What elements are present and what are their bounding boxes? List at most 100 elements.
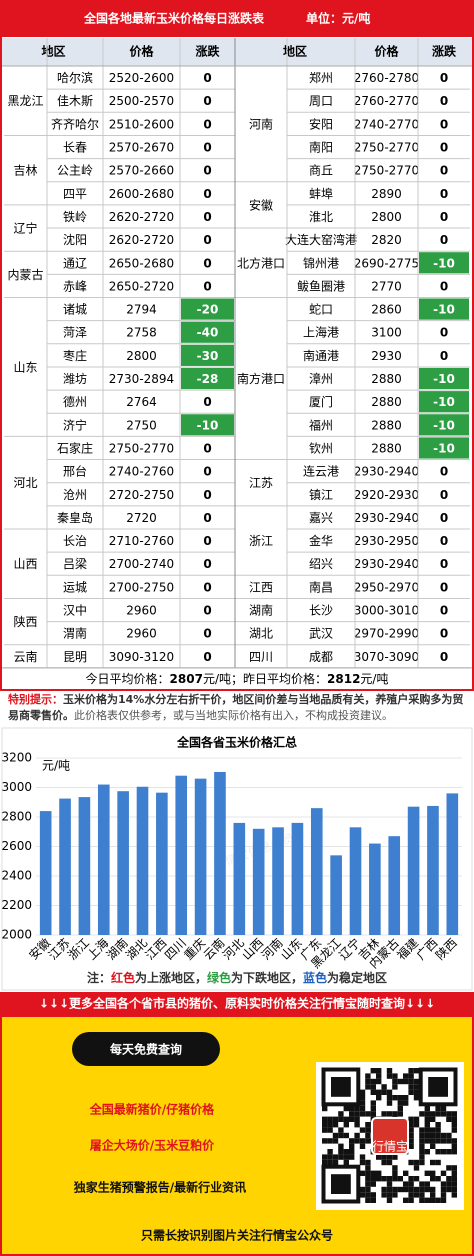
avg-part: 昨日平均价格： [243,670,327,685]
region: 陕西 [13,614,37,629]
city: 商丘 [309,163,333,178]
table-frame [0,35,474,691]
column-header: 地区 [283,44,307,59]
qr-cell [381,1186,387,1193]
ad-line: 独家生猪预警报告/最新行业资讯 [73,1180,246,1195]
qr-cell [327,1159,333,1166]
price: 2890 [371,187,402,201]
qr-cell [408,1138,414,1144]
qr-cell [359,1127,366,1133]
qr-cell [381,1159,387,1166]
city: 渭南 [63,626,87,641]
change: -10 [197,418,219,432]
price: 2860 [371,303,402,317]
qr-cell [446,1165,452,1171]
change: 0 [440,557,448,571]
change: 0 [440,511,448,525]
qr-cell [370,1197,376,1203]
city: 淮北 [309,210,333,224]
region: 山东 [13,360,37,374]
qr-cell [365,1197,371,1203]
city: 锦州港 [303,256,339,270]
qr-cell [370,1068,376,1074]
city: 安阳 [309,116,333,131]
qr-cell [327,1138,333,1144]
qr-cell [370,1078,376,1085]
column-header: 价格 [129,44,154,59]
qr-cell [403,1181,409,1187]
qr-cell [343,1122,349,1128]
qr-cell [332,1138,339,1144]
qr-cell [349,1105,355,1112]
region: 山西 [13,557,37,571]
qr-finder [321,1164,361,1204]
change: 0 [203,233,211,247]
change-cell [181,321,234,343]
qr-cell [451,1138,457,1144]
qr-cell [440,1138,447,1144]
qr-cell [365,1181,371,1187]
qr-cell [408,1186,414,1193]
qr-cell [349,1149,355,1155]
qr-cell [332,1122,339,1128]
region: 内蒙古 [7,267,43,282]
qr-cell [370,1192,376,1198]
price: 2510-2600 [109,117,174,131]
qr-cell [397,1105,403,1112]
change: 0 [440,279,448,293]
change: 0 [203,164,211,178]
price: 2930-2940 [354,557,419,571]
qr-cell [397,1078,403,1085]
city: 福州 [309,417,333,432]
y-tick-label: 2200 [1,898,32,912]
qr-cell [446,1176,452,1182]
qr-cell [446,1181,452,1187]
city: 佳木斯 [57,94,93,108]
qr-cell [365,1127,371,1133]
change: 0 [203,465,211,479]
qr-cell [386,1197,393,1203]
price: 2600-2680 [109,187,174,201]
qr-cell [408,1132,414,1139]
qr-cell [430,1143,436,1149]
price: 2650-2720 [109,279,174,293]
bar [136,786,149,935]
qr-cell [327,1127,333,1133]
qr-cell [392,1078,398,1085]
price: 2950-2970 [354,580,419,594]
qr-cell [413,1176,420,1182]
bar [175,775,188,935]
qr-cell [408,1116,414,1122]
qr-cell [392,1186,398,1193]
qr-cell [376,1154,382,1160]
ad-line: 屠企大场价/玉米豆粕价 [90,1138,215,1153]
qr-cell [359,1186,366,1193]
qr-cell [408,1127,414,1133]
qr-cell [365,1073,371,1079]
bar [349,827,362,935]
note-part: 注： [87,970,111,985]
qr-cell [338,1132,344,1139]
price: 2770 [371,279,402,293]
price: 2750-2770 [354,141,419,155]
price: 2960 [126,627,157,641]
city: 蚌埠 [309,187,333,201]
price: 2758 [126,326,157,340]
qr-cell [381,1089,387,1095]
qr-cell [413,1068,420,1074]
qr-cell [408,1068,414,1074]
qr-cell [381,1176,387,1182]
region: 河北 [13,476,37,490]
qr-finder [418,1067,458,1107]
qr-cell [424,1138,430,1144]
change: 0 [203,441,211,455]
qr-cell [435,1197,441,1203]
qr-cell [419,1154,425,1160]
price: 2800 [371,210,402,224]
y-tick-label: 3200 [1,751,32,765]
change: 0 [440,650,448,664]
qr-cell [424,1149,430,1155]
qr-cell [386,1095,393,1101]
